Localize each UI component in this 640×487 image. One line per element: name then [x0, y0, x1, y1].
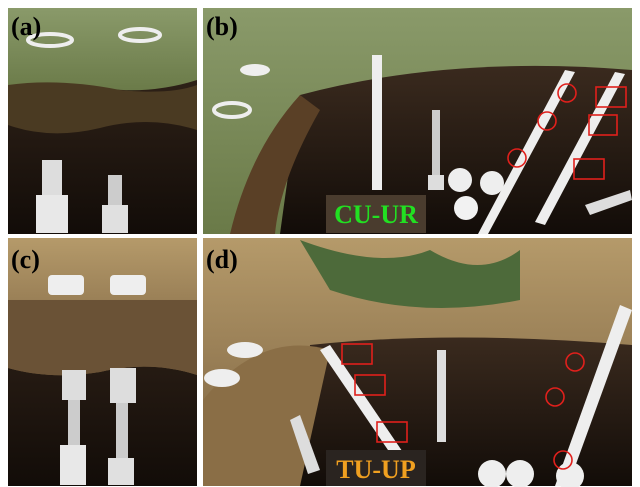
marker — [507, 148, 527, 168]
marker — [557, 83, 577, 103]
photo-b: CU-UR — [203, 8, 632, 234]
marker — [537, 111, 557, 131]
panel-label: (c) — [11, 245, 40, 274]
marker — [545, 387, 565, 407]
marker — [553, 450, 573, 470]
marker — [341, 343, 373, 365]
marker — [354, 374, 386, 396]
caption-box — [326, 450, 426, 486]
caption: TU-UP — [336, 455, 416, 484]
caption: CU-UR — [334, 200, 418, 229]
marker — [376, 421, 408, 443]
panel-label: (a) — [11, 12, 41, 41]
photo-a — [8, 8, 197, 234]
marker — [595, 86, 627, 108]
marker — [565, 352, 585, 372]
caption-box — [326, 195, 426, 233]
panel-label: (d) — [206, 245, 238, 274]
panel-label: (b) — [206, 12, 238, 41]
marker — [573, 158, 605, 180]
photo-c — [8, 238, 197, 486]
marker — [588, 114, 618, 136]
photo-d: TU-UP — [203, 238, 632, 487]
